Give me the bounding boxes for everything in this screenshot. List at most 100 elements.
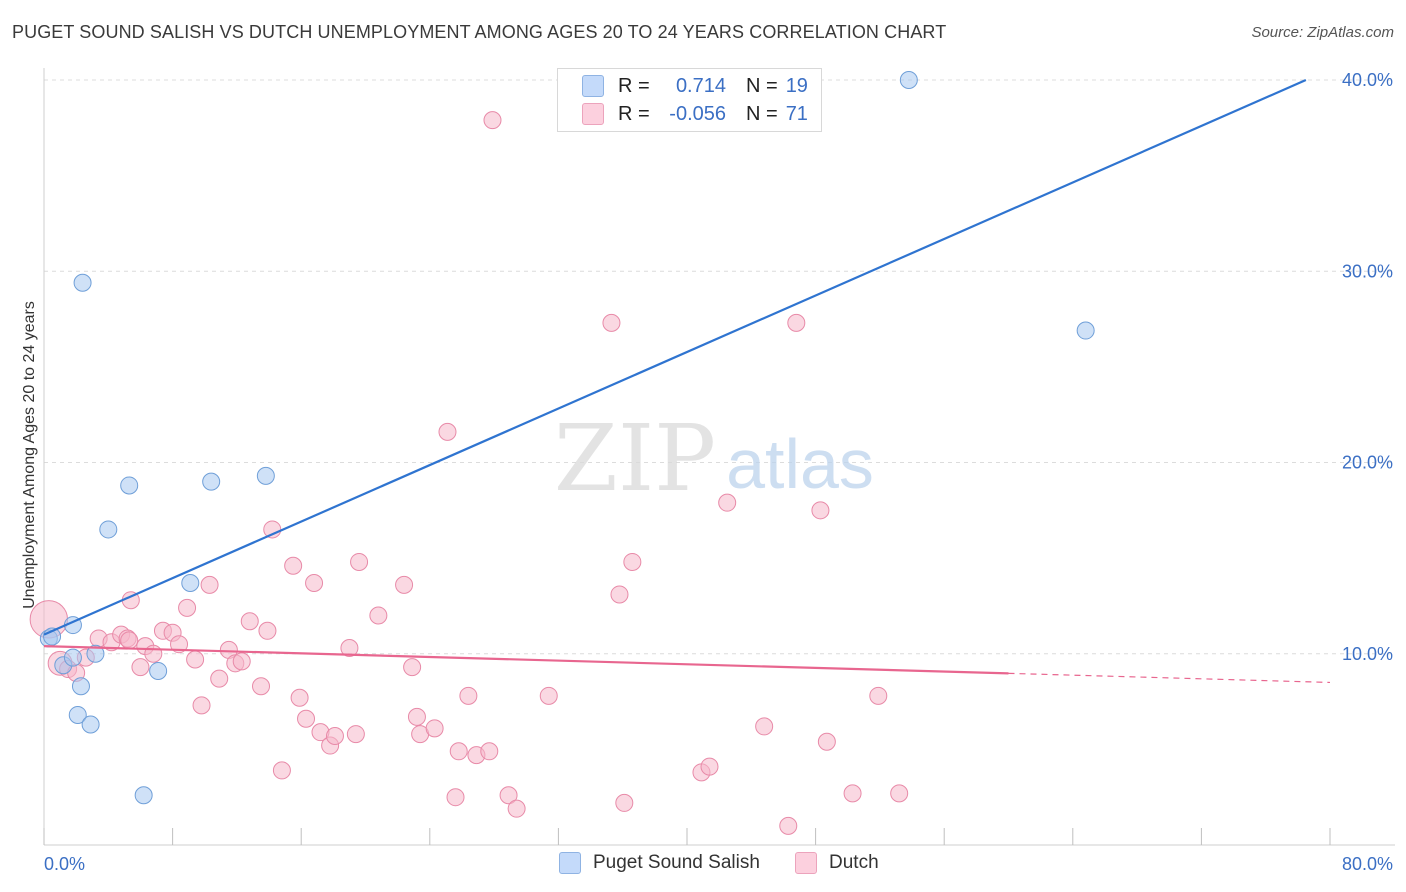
y-tick-label: 40.0% bbox=[1342, 70, 1393, 90]
dutch-point bbox=[186, 650, 205, 669]
dutch-point bbox=[369, 606, 388, 625]
salish-point bbox=[202, 472, 221, 491]
legend-item-salish[interactable]: Puget Sound Salish bbox=[559, 852, 760, 874]
dutch-point bbox=[407, 707, 426, 726]
dutch-point bbox=[718, 493, 737, 512]
dutch-point bbox=[700, 757, 719, 776]
salish-point bbox=[99, 520, 118, 539]
salish-point bbox=[149, 661, 168, 680]
y-tick-label: 20.0% bbox=[1342, 453, 1393, 473]
dutch-point bbox=[131, 658, 150, 677]
salish-point bbox=[181, 573, 200, 592]
salish-point bbox=[1076, 321, 1095, 340]
dutch-point bbox=[395, 575, 414, 594]
salish-point bbox=[73, 273, 92, 292]
dutch-point bbox=[232, 652, 251, 671]
data-points bbox=[29, 71, 1095, 835]
y-tick-label: 30.0% bbox=[1342, 261, 1393, 281]
dutch-point bbox=[869, 686, 888, 705]
legend-r-value: 0.714 bbox=[675, 74, 726, 97]
legend-r-label: R = bbox=[618, 74, 650, 97]
dutch-point bbox=[290, 688, 309, 707]
dutch-point bbox=[787, 313, 806, 332]
dutch-point bbox=[252, 677, 271, 696]
x-tick-label: 0.0% bbox=[44, 854, 85, 874]
legend-n-label: N = bbox=[746, 74, 778, 97]
axes bbox=[43, 68, 1395, 846]
salish-point bbox=[256, 466, 275, 485]
salish-point bbox=[63, 648, 82, 667]
dutch-point bbox=[403, 658, 422, 677]
legend-item-dutch[interactable]: Dutch bbox=[795, 852, 879, 874]
legend-n-label: N = bbox=[746, 102, 778, 125]
dutch-point bbox=[811, 501, 830, 520]
dutch-point bbox=[483, 111, 502, 130]
dutch-point bbox=[890, 784, 909, 803]
dutch-point bbox=[325, 726, 344, 745]
dutch-point bbox=[425, 719, 444, 738]
legend-r-value: -0.056 bbox=[669, 102, 726, 125]
dutch-point bbox=[602, 313, 621, 332]
legend-row-dutch: R = -0.056 N = 71 bbox=[582, 101, 808, 127]
dutch-point bbox=[178, 598, 197, 617]
chart-title: PUGET SOUND SALISH VS DUTCH UNEMPLOYMENT… bbox=[12, 22, 947, 42]
dutch-point bbox=[210, 669, 229, 688]
legend-label-salish: Puget Sound Salish bbox=[593, 852, 760, 873]
dutch-point bbox=[305, 573, 324, 592]
dutch-point bbox=[446, 788, 465, 807]
salish-point bbox=[81, 715, 100, 734]
dutch-point bbox=[539, 686, 558, 705]
dutch-point bbox=[610, 585, 629, 604]
series-legend: Puget Sound Salish Dutch bbox=[0, 852, 1406, 878]
source-label: Source: ZipAtlas.com bbox=[1251, 24, 1394, 41]
dutch-point bbox=[438, 422, 457, 441]
dutch-point bbox=[480, 742, 499, 761]
dutch-trend-line bbox=[43, 645, 1009, 675]
tick-labels: 10.0% 20.0% 30.0% 40.0% 0.0% 80.0% bbox=[44, 70, 1393, 874]
legend-n-value: 19 bbox=[785, 74, 808, 97]
gridlines bbox=[44, 79, 1395, 655]
legend-swatch-salish bbox=[582, 75, 604, 97]
dutch-point bbox=[459, 686, 478, 705]
watermark-atlas: atlas bbox=[726, 425, 874, 503]
dutch-point bbox=[120, 631, 139, 650]
salish-point bbox=[120, 476, 139, 495]
dutch-point bbox=[755, 717, 774, 736]
legend-row-salish: R = 0.714 N = 19 bbox=[582, 73, 808, 99]
dutch-point bbox=[346, 725, 365, 744]
dutch-point bbox=[623, 552, 642, 571]
correlation-legend: R = 0.714 N = 19 R = -0.056 N = 71 bbox=[557, 68, 822, 132]
legend-swatch-dutch bbox=[582, 103, 604, 125]
x-tick-label: 80.0% bbox=[1342, 854, 1393, 874]
dutch-point bbox=[350, 552, 369, 571]
dutch-point bbox=[144, 644, 163, 663]
dutch-point bbox=[499, 786, 518, 805]
dutch-trend-line-dashed bbox=[1008, 672, 1331, 684]
dutch-point bbox=[843, 784, 862, 803]
legend-label-dutch: Dutch bbox=[829, 852, 879, 873]
dutch-point bbox=[449, 742, 468, 761]
dutch-point bbox=[200, 575, 219, 594]
dutch-point bbox=[817, 732, 836, 751]
watermark-zip: ZIP bbox=[554, 405, 716, 512]
salish-point bbox=[68, 705, 87, 724]
dutch-point bbox=[192, 696, 211, 715]
legend-r-label: R = bbox=[618, 102, 650, 125]
dutch-point bbox=[240, 612, 259, 631]
salish-point bbox=[134, 786, 153, 805]
dutch-point bbox=[297, 709, 316, 728]
salish-point bbox=[71, 677, 90, 696]
legend-swatch-salish bbox=[559, 852, 581, 874]
y-tick-label: 10.0% bbox=[1342, 644, 1393, 664]
dutch-point bbox=[779, 816, 798, 835]
dutch-point bbox=[272, 761, 291, 780]
salish-point bbox=[86, 644, 105, 663]
dutch-point bbox=[615, 793, 634, 812]
legend-n-value: 71 bbox=[785, 102, 808, 125]
legend-swatch-dutch bbox=[795, 852, 817, 874]
dutch-point bbox=[284, 556, 303, 575]
dutch-point bbox=[170, 635, 189, 654]
salish-trend-line bbox=[43, 78, 1307, 636]
dutch-point bbox=[507, 799, 526, 818]
